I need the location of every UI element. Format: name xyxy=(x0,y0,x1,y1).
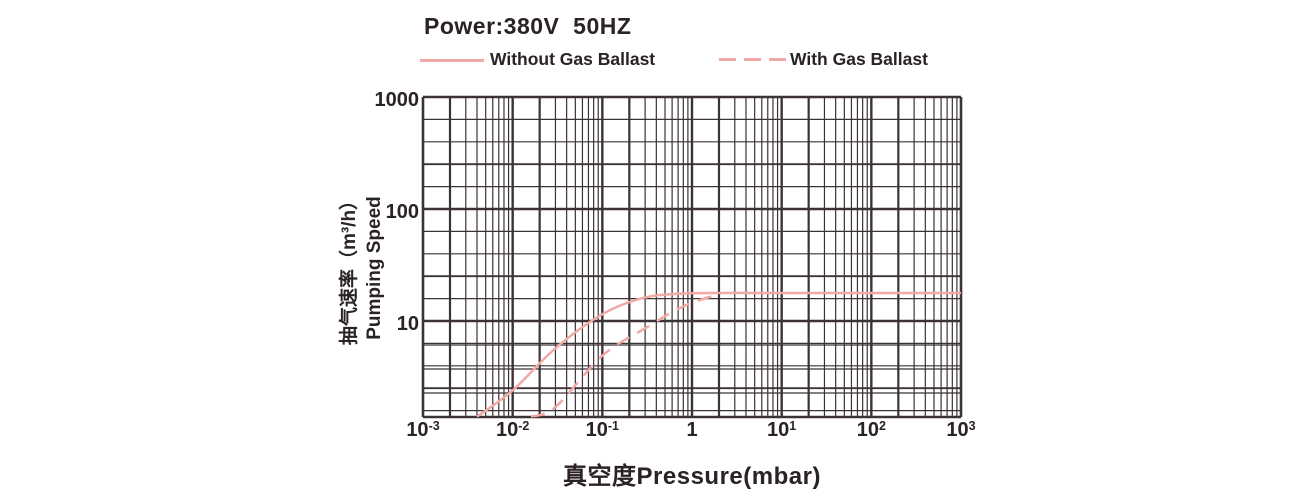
x-tick-label: 1 xyxy=(686,419,698,441)
y-tick-label: 100 xyxy=(385,201,419,223)
legend-dashed-line-sample xyxy=(719,58,787,61)
chart-title: Power:380V 50HZ xyxy=(424,13,632,39)
x-tick-label: 101 xyxy=(767,419,797,441)
x-tick-label: 103 xyxy=(946,419,976,441)
y-tick-label: 10 xyxy=(396,313,419,335)
x-tick-label: 102 xyxy=(856,419,886,441)
x-axis-title: 真空度Pressure(mbar) xyxy=(563,463,821,490)
x-tick-label: 10-2 xyxy=(495,419,530,441)
x-tick-label: 10-3 xyxy=(406,419,440,441)
curve-with-gas-ballast xyxy=(530,293,718,418)
legend-solid-line-sample xyxy=(420,59,484,62)
curve-without-gas-ballast xyxy=(476,291,961,418)
y-tick-label: 1000 xyxy=(374,89,420,111)
x-tick-label: 10-1 xyxy=(585,419,620,441)
legend-label-without-gas-ballast: Without Gas Ballast xyxy=(490,49,656,69)
legend-label-with-gas-ballast: With Gas Ballast xyxy=(790,49,928,69)
